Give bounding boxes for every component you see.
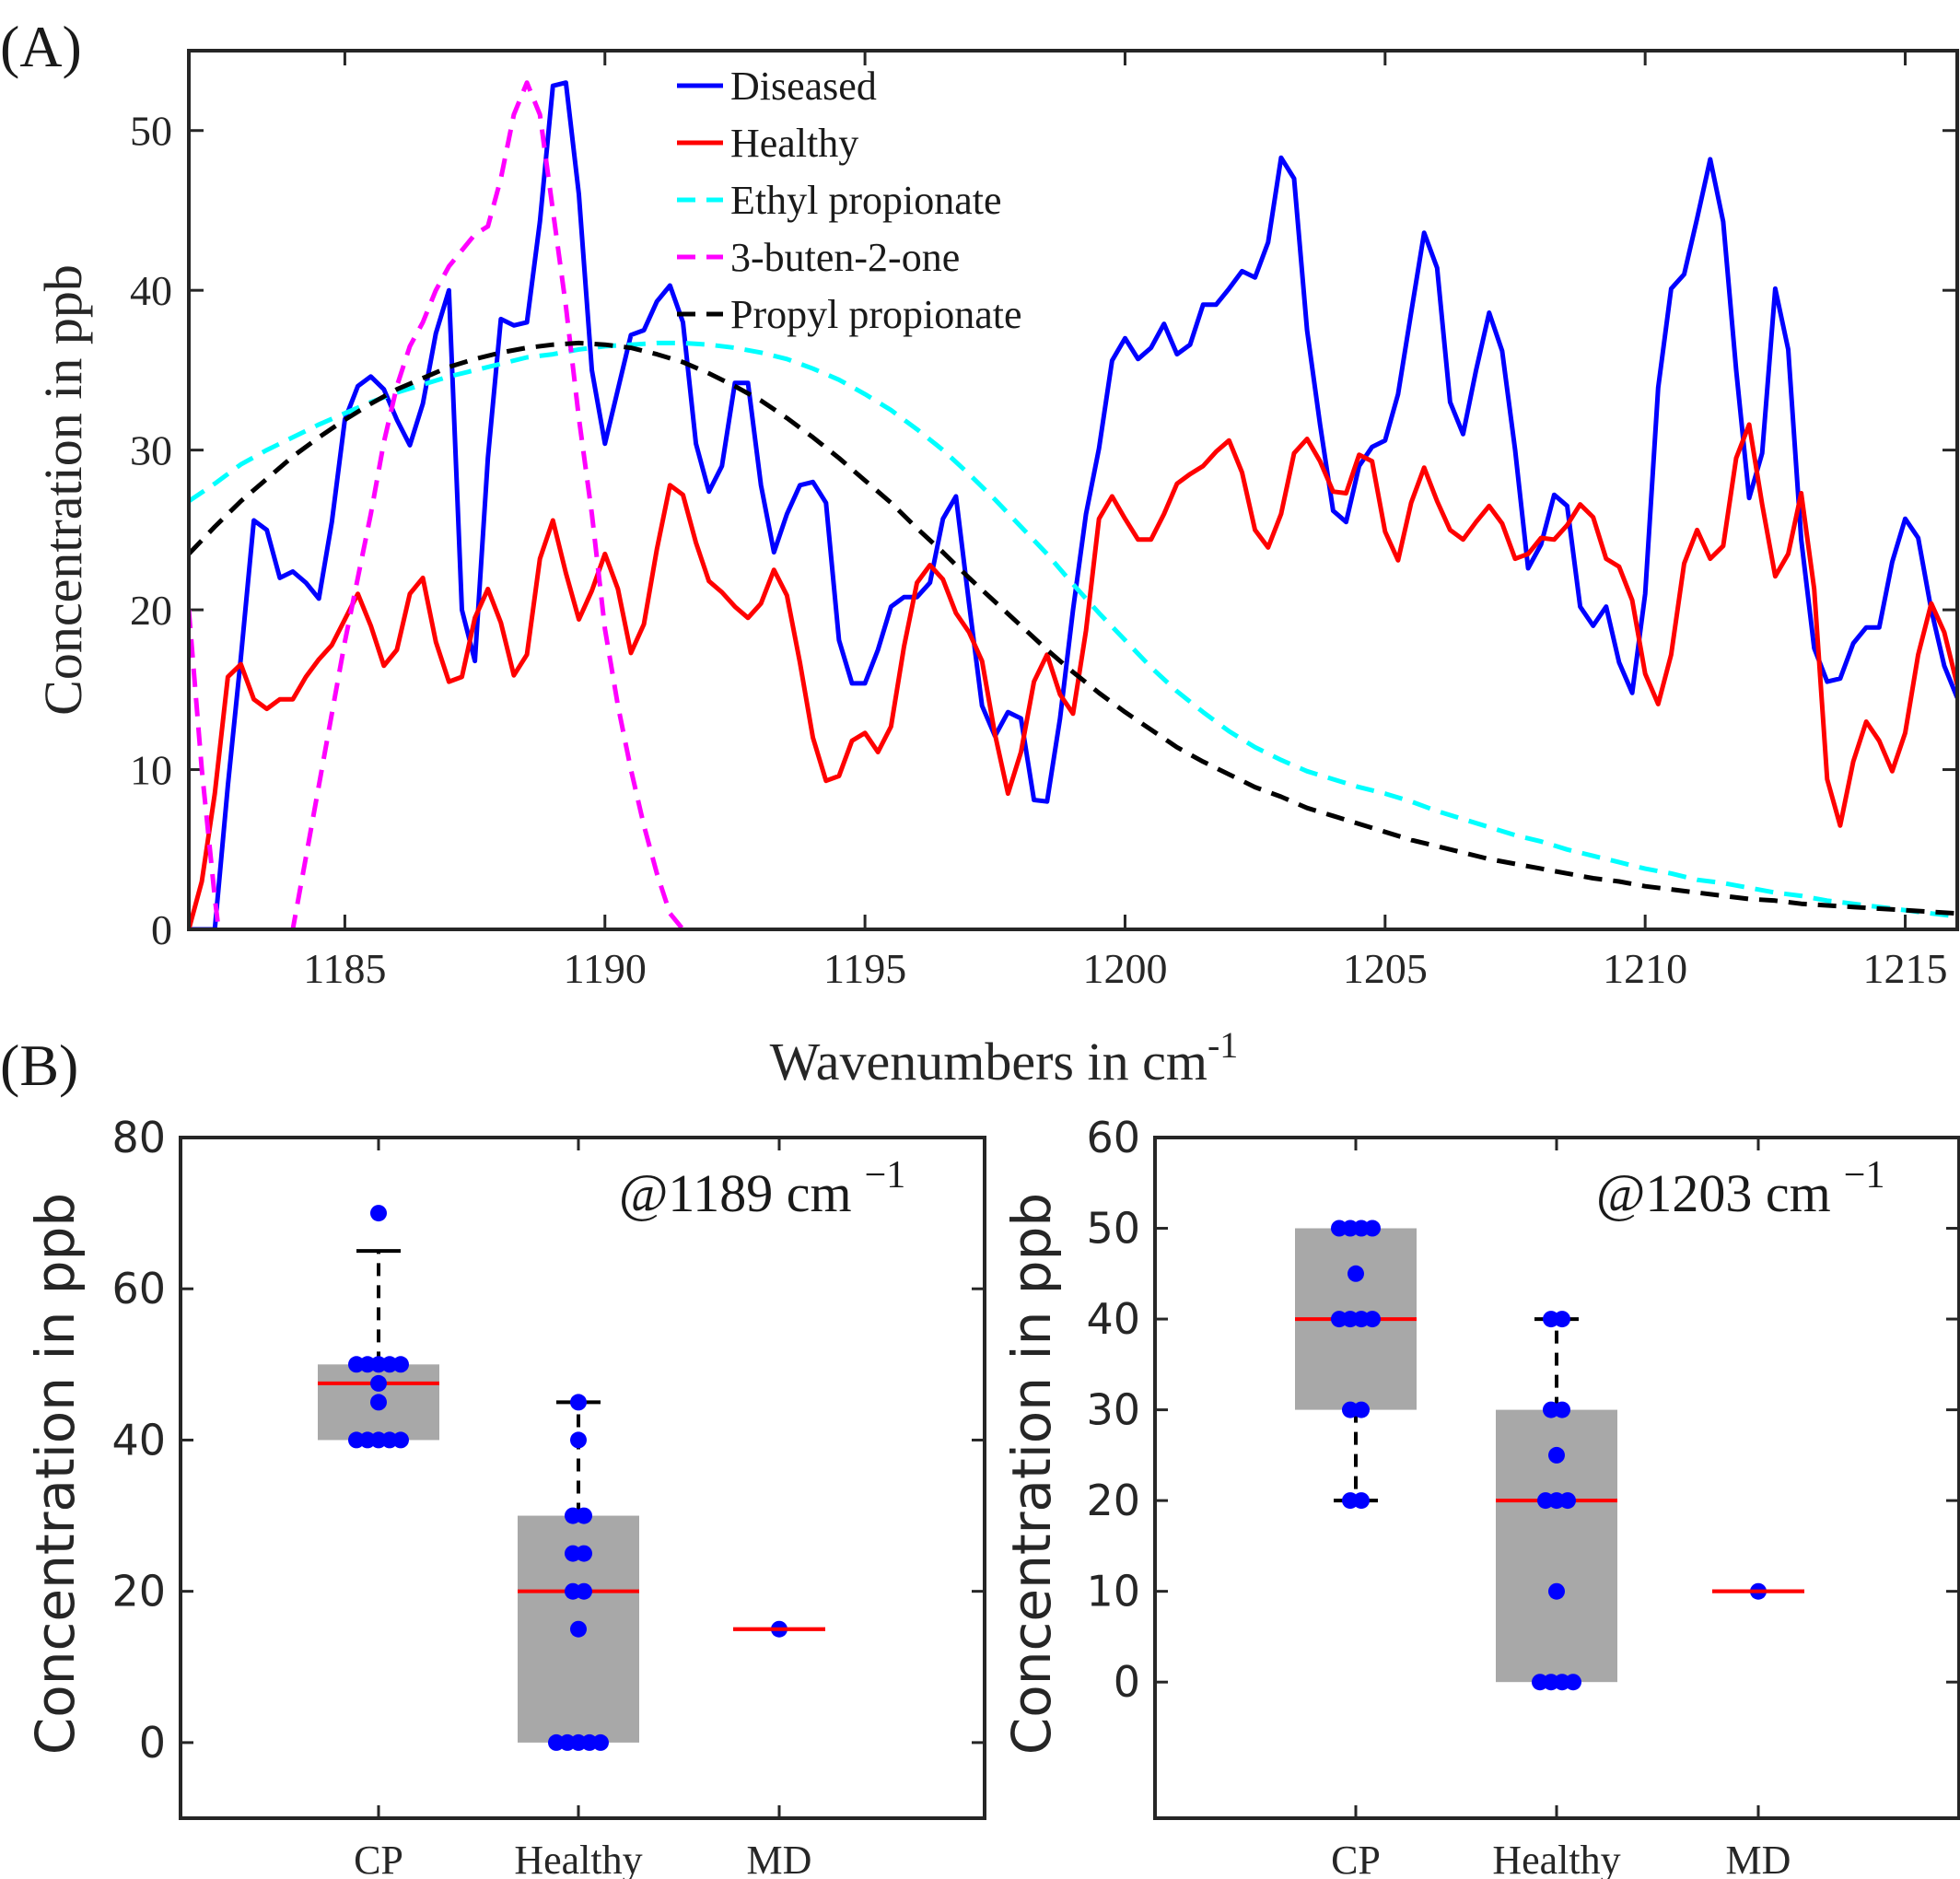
data-point-cp [1353, 1492, 1370, 1510]
data-point-cp [392, 1356, 409, 1373]
y-tick-label: 30 [1086, 1385, 1140, 1435]
box-md [733, 1620, 825, 1638]
x-tick-label: 1215 [1863, 945, 1948, 992]
data-point-healthy [1565, 1674, 1581, 1691]
box-chart-panel-b-left: 0 20 40 60 80 CP Healthy MD @1189 cm −1 Concentr… [24, 1113, 986, 1879]
data-point-cp [370, 1394, 387, 1411]
y-tick-label: 80 [111, 1113, 166, 1162]
panel-b-label: (B) [0, 1033, 78, 1098]
data-point-healthy [570, 1394, 587, 1411]
legend-label-diseased: Diseased [730, 64, 877, 109]
panel-b-right-ticks: 0 10 20 30 40 50 60 CP Healthy MD [1086, 1113, 1959, 1879]
legend-label-propyl-propionate: Propyl propionate [730, 292, 1022, 337]
data-point-cp [370, 1205, 387, 1222]
x-tick-label: 1185 [303, 945, 386, 992]
x-tick-label: 1210 [1603, 945, 1687, 992]
panel-b-right-boxes [1295, 1220, 1804, 1691]
data-point-healthy [1548, 1582, 1565, 1600]
series-line-ethyl-propionate [189, 340, 1957, 919]
panel-a-plot-frame [187, 49, 1959, 931]
panel-a-label: (A) [0, 14, 82, 79]
legend-label-3-buten-2-one: 3-buten-2-one [730, 235, 960, 280]
annotation-text: @1203 cm [1596, 1163, 1831, 1223]
panel-a-legend: Diseased Healthy Ethyl propionate 3-bute… [677, 64, 1022, 337]
series-line-propyl-propionate [189, 340, 1957, 916]
x-tick-label: Healthy [514, 1838, 642, 1879]
y-tick-label: 0 [151, 906, 172, 953]
y-tick-label: 40 [130, 267, 172, 314]
data-point-cp [1364, 1220, 1381, 1237]
y-tick-label: 50 [130, 108, 172, 155]
y-tick-label: 0 [139, 1718, 166, 1768]
x-axis-label-superscript: -1 [1208, 1024, 1238, 1066]
data-point-healthy [570, 1620, 587, 1638]
data-point-healthy [576, 1545, 592, 1562]
data-point-healthy [1554, 1401, 1570, 1418]
y-tick-label: 40 [1086, 1294, 1140, 1344]
box-md [1712, 1582, 1804, 1600]
panel-b-right-annotation: @1203 cm −1 [1596, 1154, 1884, 1223]
data-point-cp [1353, 1401, 1370, 1418]
panel-b-left-ticks: 0 20 40 60 80 CP Healthy MD [111, 1113, 985, 1879]
legend-label-healthy: Healthy [730, 121, 858, 166]
data-point-healthy [1554, 1311, 1570, 1328]
y-tick-label: 10 [130, 747, 172, 794]
annotation-superscript: −1 [865, 1154, 906, 1196]
y-tick-label: 10 [1086, 1567, 1140, 1616]
panel-b-left-plot-frame [179, 1136, 986, 1820]
panel-a-y-axis-label: Concentration in ppb [33, 264, 93, 716]
y-tick-label: 60 [111, 1264, 166, 1313]
data-point-healthy [592, 1733, 609, 1751]
x-tick-label: CP [1331, 1838, 1381, 1879]
panel-a-series [189, 80, 1957, 929]
line-chart-panel-a: 1185 1190 1195 1200 1205 1210 121501020304050 … [33, 49, 1959, 1091]
x-tick-label: Healthy [1492, 1838, 1620, 1879]
y-tick-label: 60 [1086, 1113, 1140, 1162]
data-point-cp [1348, 1265, 1364, 1282]
y-tick-label: 20 [1086, 1476, 1140, 1525]
legend-label-ethyl-propionate: Ethyl propionate [730, 178, 1002, 223]
x-tick-label: 1195 [823, 945, 906, 992]
data-point-healthy [576, 1582, 592, 1600]
y-tick-label: 20 [111, 1567, 166, 1616]
panel-b-left-annotation: @1189 cm −1 [619, 1154, 905, 1223]
y-tick-label: 40 [111, 1415, 166, 1465]
data-point-cp [1364, 1311, 1381, 1328]
annotation-text: @1189 cm [619, 1163, 852, 1223]
panel-b-left-boxes [318, 1205, 825, 1751]
series-line-diseased [189, 80, 1957, 929]
y-tick-label: 30 [130, 427, 172, 474]
box-healthy [1496, 1311, 1617, 1691]
box-cp [318, 1205, 439, 1449]
data-point-healthy [1548, 1446, 1565, 1464]
x-axis-label-text: Wavenumbers in cm [770, 1032, 1208, 1091]
box-healthy [518, 1394, 639, 1751]
panel-b-right-y-axis-label: Concentration in ppb [1000, 1193, 1063, 1756]
x-tick-label: 1205 [1343, 945, 1428, 992]
y-tick-label: 50 [1086, 1204, 1140, 1254]
panel-a-x-axis-label: Wavenumbers in cm-1 [770, 1024, 1239, 1091]
x-tick-label: 1190 [564, 945, 647, 992]
panel-b-left-y-axis-label: Concentration in ppb [24, 1193, 87, 1756]
y-tick-label: 20 [130, 587, 172, 634]
panel-b-right-plot-frame [1153, 1136, 1960, 1820]
x-tick-label: CP [354, 1838, 403, 1879]
x-tick-label: MD [747, 1838, 812, 1879]
data-point-healthy [1559, 1492, 1576, 1510]
x-tick-label: 1200 [1082, 945, 1167, 992]
data-point-healthy [570, 1431, 587, 1449]
series-line-healthy [189, 422, 1957, 929]
box-cp [1295, 1220, 1417, 1510]
x-tick-label: MD [1726, 1838, 1791, 1879]
data-point-cp [370, 1374, 387, 1392]
box-chart-panel-b-right: 0 10 20 30 40 50 60 CP Healthy MD @1203 cm −1 Conc… [1000, 1113, 1960, 1879]
series-line-3-buten-2-one [189, 80, 685, 929]
data-point-healthy [576, 1507, 592, 1524]
panel-a-ticks: 1185 1190 1195 1200 1205 1210 1215 0 10 20 30 40 50 [130, 51, 1957, 992]
annotation-superscript: −1 [1844, 1154, 1885, 1196]
data-point-cp [392, 1431, 409, 1449]
y-tick-label: 0 [1114, 1657, 1140, 1707]
